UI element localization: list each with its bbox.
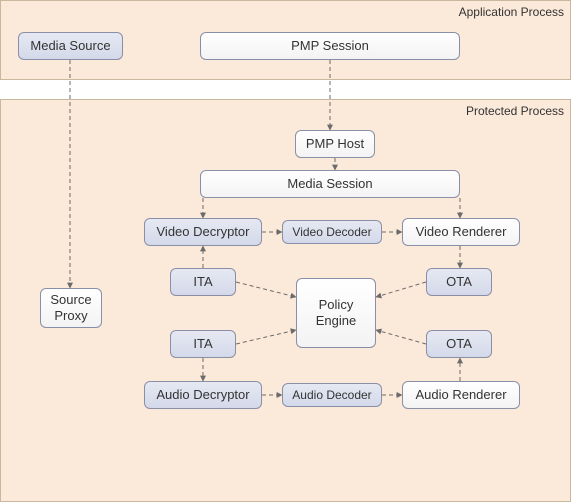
- node-label-media_source: Media Source: [30, 38, 110, 54]
- node-label-media_session: Media Session: [287, 176, 372, 192]
- node-label-ita_a: ITA: [193, 336, 212, 352]
- node-label-video_decryptor: Video Decryptor: [157, 224, 250, 240]
- node-ota_v: OTA: [426, 268, 492, 296]
- node-label-audio_decryptor: Audio Decryptor: [156, 387, 249, 403]
- node-media_session: Media Session: [200, 170, 460, 198]
- region-label-app: Application Process: [459, 5, 564, 19]
- node-label-policy_engine: Policy Engine: [316, 297, 356, 328]
- node-label-ota_a: OTA: [446, 336, 472, 352]
- node-label-pmp_session: PMP Session: [291, 38, 369, 54]
- node-video_decoder: Video Decoder: [282, 220, 382, 244]
- node-label-video_renderer: Video Renderer: [416, 224, 507, 240]
- node-label-pmp_host: PMP Host: [306, 136, 364, 152]
- node-label-audio_renderer: Audio Renderer: [415, 387, 506, 403]
- node-video_decryptor: Video Decryptor: [144, 218, 262, 246]
- node-label-video_decoder: Video Decoder: [292, 225, 371, 239]
- node-ita_v: ITA: [170, 268, 236, 296]
- node-policy_engine: Policy Engine: [296, 278, 376, 348]
- node-media_source: Media Source: [18, 32, 123, 60]
- node-label-source_proxy: Source Proxy: [50, 292, 91, 323]
- node-audio_decoder: Audio Decoder: [282, 383, 382, 407]
- node-ota_a: OTA: [426, 330, 492, 358]
- node-audio_renderer: Audio Renderer: [402, 381, 520, 409]
- node-ita_a: ITA: [170, 330, 236, 358]
- node-label-ota_v: OTA: [446, 274, 472, 290]
- region-label-prot: Protected Process: [466, 104, 564, 118]
- node-audio_decryptor: Audio Decryptor: [144, 381, 262, 409]
- node-label-audio_decoder: Audio Decoder: [292, 388, 371, 402]
- node-pmp_session: PMP Session: [200, 32, 460, 60]
- node-pmp_host: PMP Host: [295, 130, 375, 158]
- node-video_renderer: Video Renderer: [402, 218, 520, 246]
- node-label-ita_v: ITA: [193, 274, 212, 290]
- node-source_proxy: Source Proxy: [40, 288, 102, 328]
